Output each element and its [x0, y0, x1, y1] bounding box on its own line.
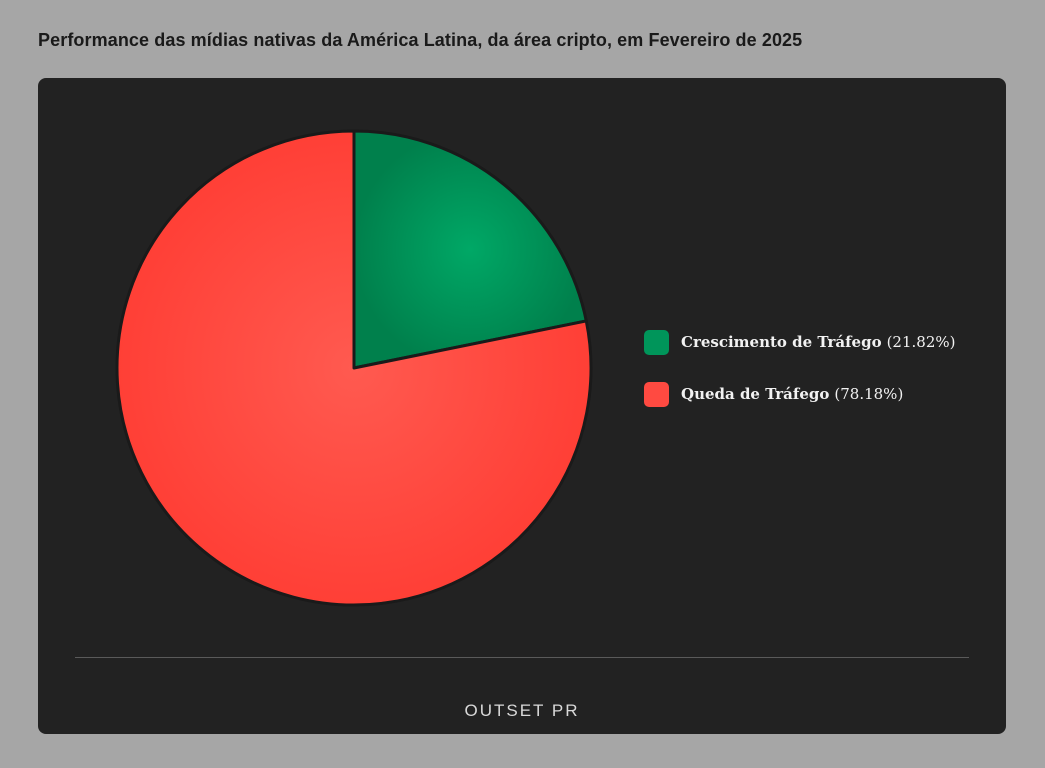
legend-swatch-growth	[644, 329, 669, 355]
outset-pr-logo: OUTSET PR	[464, 701, 580, 720]
footer-divider	[75, 657, 969, 658]
chart-panel: Crescimento de Tráfego (21.82%) Queda de…	[38, 78, 1006, 734]
pie-slice-growth	[352, 129, 588, 370]
chart-legend: Crescimento de Tráfego (21.82%) Queda de…	[644, 328, 955, 432]
legend-pct-growth: (21.82%)	[886, 333, 956, 351]
legend-pct-decline: (78.18%)	[834, 385, 904, 403]
legend-item-decline: Queda de Tráfego (78.18%)	[644, 380, 955, 408]
legend-label-growth: Crescimento de Tráfego	[681, 333, 882, 351]
pie-slice-decline	[115, 129, 593, 607]
legend-item-growth: Crescimento de Tráfego (21.82%)	[644, 328, 955, 356]
pie-chart	[115, 129, 593, 607]
legend-label-decline: Queda de Tráfego	[681, 385, 830, 403]
chart-title: Performance das mídias nativas da Améric…	[38, 30, 803, 50]
legend-swatch-decline	[644, 381, 669, 407]
